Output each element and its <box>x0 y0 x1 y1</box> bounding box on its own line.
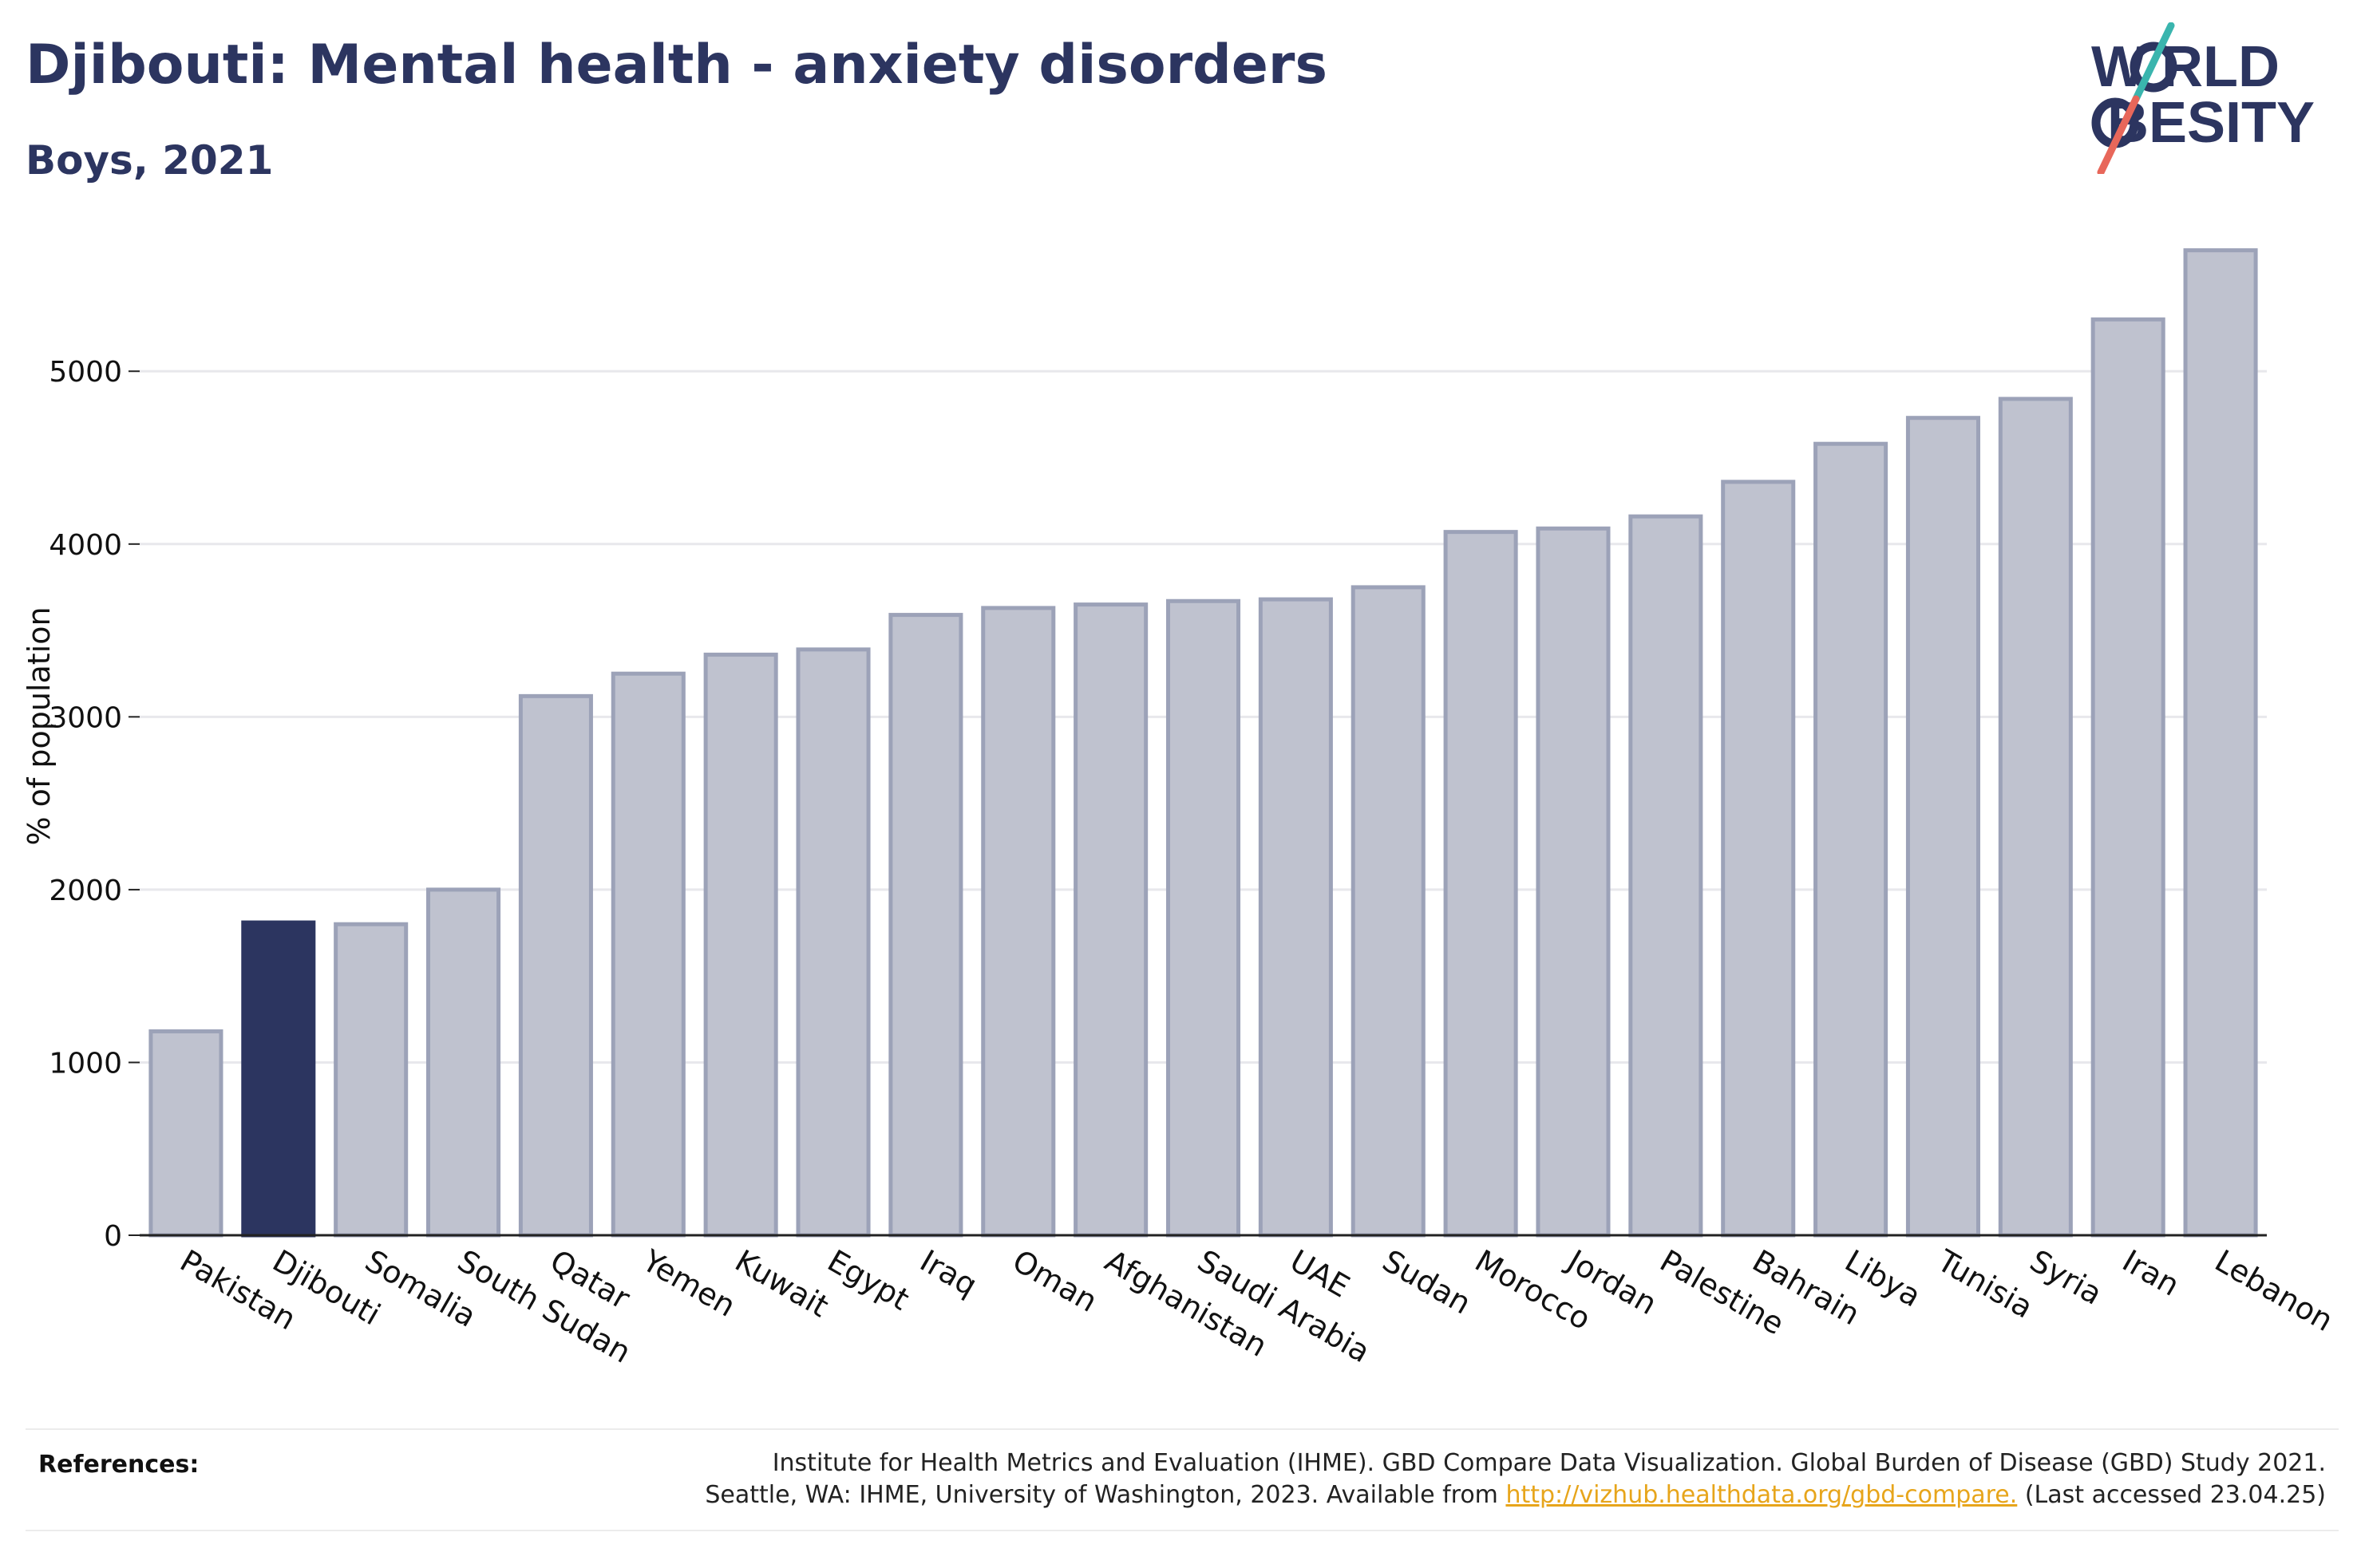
y-tick-label: 2000 <box>49 875 122 907</box>
chart-subtitle: Boys, 2021 <box>26 137 274 184</box>
x-tick-label: Sudan <box>1377 1243 1477 1321</box>
bar-iran[interactable] <box>2090 317 2165 1238</box>
y-tick-label: 3000 <box>49 701 122 734</box>
bar-yemen[interactable] <box>611 671 686 1238</box>
bar-kuwait[interactable] <box>703 652 778 1238</box>
reference-line-2: Seattle, WA: IHME, University of Washing… <box>705 1479 2326 1511</box>
bar-oman[interactable] <box>981 606 1056 1238</box>
x-tick-label: Lebanon <box>2209 1243 2339 1338</box>
logo-slash-red <box>2097 95 2140 174</box>
x-tick-label: Iran <box>2117 1243 2185 1303</box>
reference-link[interactable]: http://vizhub.healthdata.org/gbd-compare… <box>1505 1481 2018 1509</box>
logo-o-ring-top <box>2130 41 2177 93</box>
bar-qatar[interactable] <box>518 693 593 1238</box>
y-tick-label: 0 <box>104 1220 122 1253</box>
logo-line2: BESITY <box>2091 91 2315 155</box>
reference-line-2-suffix: (Last accessed 23.04.25) <box>2017 1481 2326 1509</box>
x-tick-label: Tunisia <box>1931 1242 2039 1325</box>
x-tick-label: Oman <box>1006 1243 1103 1319</box>
bar-palestine[interactable] <box>1628 514 1703 1238</box>
bar-sudan[interactable] <box>1351 585 1426 1238</box>
bar-pakistan[interactable] <box>148 1029 223 1238</box>
bars <box>148 248 2258 1238</box>
bar-afghanistan[interactable] <box>1074 602 1149 1238</box>
y-axis-label: % of population <box>22 606 57 845</box>
y-axis-ticks: 0 1000 2000 3000 4000 5000 <box>49 356 140 1253</box>
bar-morocco[interactable] <box>1443 530 1518 1238</box>
x-tick-label: Iraq <box>914 1243 983 1303</box>
references-footer: References: Institute for Health Metrics… <box>26 1428 2339 1531</box>
x-tick-label: Egypt <box>822 1243 916 1317</box>
bar-tunisia[interactable] <box>1905 416 1980 1238</box>
bar-saudi-arabia[interactable] <box>1165 598 1241 1238</box>
chart-title: Djibouti: Mental health - anxiety disord… <box>26 34 1327 97</box>
y-tick-label: 5000 <box>49 356 122 389</box>
bar-libya[interactable] <box>1813 441 1888 1238</box>
references-label: References: <box>38 1451 200 1479</box>
logo-slash-teal <box>2132 22 2175 103</box>
bar-iraq[interactable] <box>888 613 963 1238</box>
reference-line-2-prefix: Seattle, WA: IHME, University of Washing… <box>705 1481 1506 1509</box>
bar-djibouti[interactable] <box>241 920 316 1238</box>
reference-line-1: Institute for Health Metrics and Evaluat… <box>772 1449 2326 1477</box>
bar-chart: 0 1000 2000 3000 4000 5000 PakistanDjiboutiSo… <box>22 248 2339 1370</box>
references-text: Institute for Health Metrics and Evaluat… <box>705 1448 2326 1511</box>
bar-bahrain[interactable] <box>1721 480 1796 1238</box>
bar-jordan[interactable] <box>1536 526 1611 1238</box>
bar-south-sudan[interactable] <box>426 887 501 1238</box>
world-obesity-logo: W RLD BESITY <box>2091 22 2315 174</box>
x-tick-label: Yemen <box>636 1242 742 1324</box>
bar-egypt[interactable] <box>796 647 871 1238</box>
bar-syria[interactable] <box>1998 397 2073 1238</box>
x-tick-label: Syria <box>2024 1243 2108 1312</box>
y-tick-label: 1000 <box>49 1047 122 1080</box>
logo-line1: W RLD <box>2091 35 2280 99</box>
x-tick-label: Kuwait <box>730 1243 835 1325</box>
y-tick-label: 4000 <box>49 529 122 562</box>
bar-uae[interactable] <box>1258 597 1333 1238</box>
bar-somalia[interactable] <box>334 922 409 1238</box>
bar-lebanon[interactable] <box>2183 248 2258 1238</box>
